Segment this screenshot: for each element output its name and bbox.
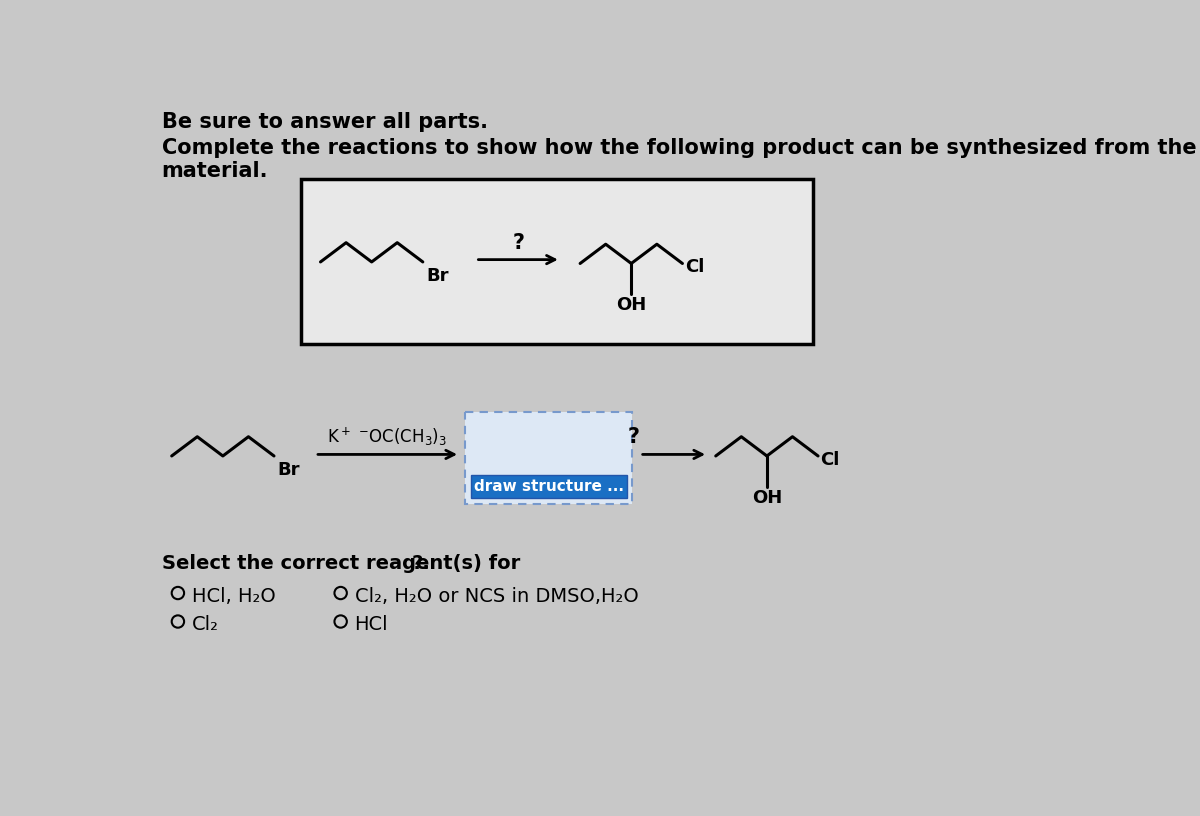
Text: K$^+$ $^{-}$OC(CH$_3$)$_3$: K$^+$ $^{-}$OC(CH$_3$)$_3$ <box>328 426 448 448</box>
Text: Cl: Cl <box>685 259 704 277</box>
Text: draw structure ...: draw structure ... <box>474 479 624 494</box>
Text: Br: Br <box>277 460 300 479</box>
Text: Cl₂, H₂O or NCS in DMSO,H₂O: Cl₂, H₂O or NCS in DMSO,H₂O <box>355 587 638 605</box>
Text: OH: OH <box>751 489 782 507</box>
Text: ?.: ?. <box>412 554 431 573</box>
Bar <box>466 412 632 504</box>
Text: material.: material. <box>162 161 268 181</box>
Text: Complete the reactions to show how the following product can be synthesized from: Complete the reactions to show how the f… <box>162 138 1200 158</box>
Text: ?: ? <box>628 427 640 446</box>
Text: ?: ? <box>512 233 524 253</box>
Text: Cl₂: Cl₂ <box>192 615 218 634</box>
Text: Select the correct reagent(s) for: Select the correct reagent(s) for <box>162 554 520 573</box>
Bar <box>301 179 812 344</box>
Bar <box>470 475 628 499</box>
Text: HCl, H₂O: HCl, H₂O <box>192 587 276 605</box>
Text: HCl: HCl <box>355 615 389 634</box>
Text: Cl: Cl <box>821 450 840 469</box>
Text: Br: Br <box>426 267 449 285</box>
Text: OH: OH <box>616 296 647 314</box>
Text: Be sure to answer all parts.: Be sure to answer all parts. <box>162 112 487 131</box>
